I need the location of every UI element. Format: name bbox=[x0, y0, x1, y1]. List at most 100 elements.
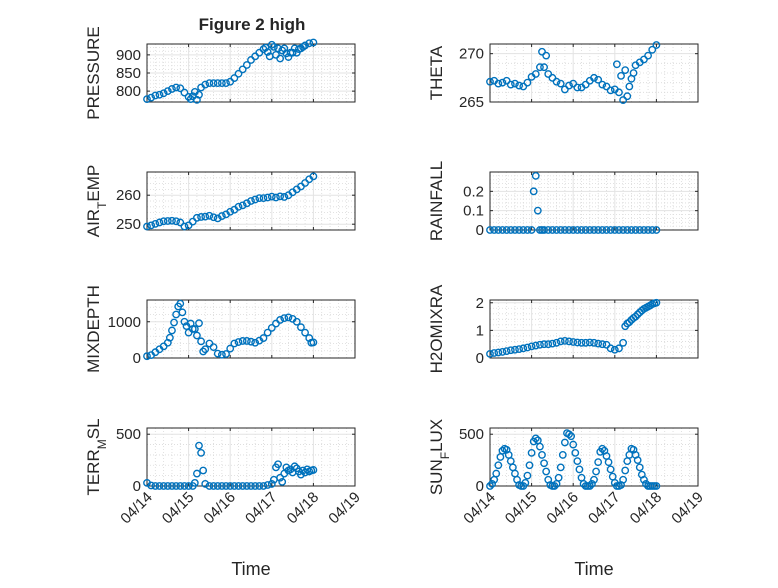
data-point bbox=[519, 226, 528, 234]
data-point bbox=[199, 347, 208, 356]
data-point bbox=[213, 482, 222, 490]
y-axis-label: SUNFLUX bbox=[427, 419, 452, 495]
data-point bbox=[168, 85, 176, 93]
data-point bbox=[540, 63, 548, 72]
data-point bbox=[247, 337, 255, 346]
data-point bbox=[178, 308, 187, 317]
data-point bbox=[571, 448, 580, 457]
plot-area bbox=[490, 300, 698, 358]
data-point bbox=[209, 79, 218, 88]
data-point bbox=[176, 482, 185, 490]
data-point bbox=[527, 226, 536, 234]
data-point bbox=[515, 81, 524, 90]
subplot-4: 0 0.1 0.2 RAINFALL bbox=[427, 161, 699, 241]
data-point bbox=[274, 460, 282, 469]
y-tick-label: 0.2 bbox=[463, 183, 484, 200]
data-point bbox=[506, 80, 515, 89]
data-point bbox=[652, 226, 661, 234]
data-point bbox=[527, 448, 536, 457]
data-point bbox=[155, 482, 164, 490]
data-point bbox=[552, 338, 561, 347]
data-point bbox=[558, 451, 567, 459]
subplot-8: 04/14 04/15 04/16 04/17 04/18 04/190500SUNFLU… bbox=[427, 419, 707, 528]
data-point bbox=[184, 93, 193, 101]
y-tick-label: 2 bbox=[476, 295, 484, 312]
data-point bbox=[151, 91, 160, 100]
data-point bbox=[201, 212, 210, 221]
data-point bbox=[619, 338, 628, 347]
data-point bbox=[590, 475, 598, 484]
data-point bbox=[226, 207, 235, 216]
data-point bbox=[159, 482, 168, 490]
subplot-7: 04/14 04/15 04/16 04/17 04/18 04/190500TERRMS… bbox=[84, 418, 364, 527]
data-point bbox=[234, 69, 243, 78]
data-point bbox=[498, 446, 507, 455]
data-point bbox=[531, 434, 540, 443]
data-point bbox=[222, 79, 230, 88]
data-point bbox=[155, 90, 164, 99]
axes-box bbox=[489, 299, 699, 359]
data-point bbox=[569, 226, 578, 234]
data-point bbox=[594, 458, 603, 467]
data-point bbox=[523, 226, 532, 234]
y-tick-label: 850 bbox=[116, 65, 141, 82]
data-point bbox=[581, 80, 590, 89]
data-point bbox=[247, 197, 255, 205]
data-point bbox=[486, 226, 494, 234]
data-point bbox=[276, 473, 285, 482]
data-point bbox=[606, 226, 615, 234]
data-point bbox=[230, 339, 239, 348]
data-point bbox=[548, 73, 557, 82]
data-point bbox=[538, 47, 546, 56]
axes-box bbox=[489, 43, 699, 103]
x-tick-label: 04/15 bbox=[159, 489, 198, 528]
data-point bbox=[143, 222, 151, 231]
data-point bbox=[180, 88, 189, 97]
data-point bbox=[168, 482, 176, 490]
data-point bbox=[631, 226, 640, 234]
data-point bbox=[540, 459, 548, 468]
data-point bbox=[604, 458, 613, 467]
data-point bbox=[190, 325, 199, 333]
data-point bbox=[602, 82, 611, 91]
data-point bbox=[533, 206, 542, 215]
data-point bbox=[590, 226, 598, 234]
x-tick-label: 04/15 bbox=[502, 489, 541, 528]
data-point bbox=[560, 336, 569, 345]
data-point bbox=[276, 316, 285, 324]
data-point bbox=[261, 43, 270, 52]
data-point bbox=[644, 226, 652, 234]
x-tick-label: 04/19 bbox=[668, 489, 707, 528]
data-point bbox=[573, 338, 582, 347]
data-point bbox=[511, 345, 519, 354]
data-point bbox=[494, 348, 503, 357]
data-point bbox=[590, 73, 598, 82]
data-point bbox=[573, 83, 582, 92]
data-point bbox=[565, 337, 573, 346]
data-point bbox=[542, 51, 551, 60]
subplot-6: 0 1 2 H2OMIXRA bbox=[427, 284, 699, 373]
data-point bbox=[585, 226, 594, 234]
data-point bbox=[615, 226, 623, 234]
data-point bbox=[213, 214, 222, 223]
y-label-rest: EMP bbox=[84, 165, 103, 202]
y-tick-label: 265 bbox=[459, 94, 484, 111]
axes-box bbox=[146, 171, 356, 231]
data-point bbox=[263, 193, 272, 202]
data-point bbox=[247, 482, 255, 490]
data-point bbox=[569, 440, 578, 449]
data-point bbox=[531, 341, 540, 350]
data-point bbox=[581, 226, 590, 234]
data-point bbox=[201, 345, 210, 354]
data-point bbox=[529, 187, 538, 196]
data-point bbox=[290, 462, 299, 471]
data-point bbox=[193, 331, 201, 340]
data-point bbox=[305, 39, 314, 48]
data-point bbox=[155, 218, 164, 227]
y-tick-label: 260 bbox=[116, 187, 141, 204]
data-point bbox=[615, 344, 623, 353]
data-point bbox=[197, 213, 205, 221]
data-point bbox=[552, 226, 561, 234]
data-point bbox=[523, 471, 532, 480]
